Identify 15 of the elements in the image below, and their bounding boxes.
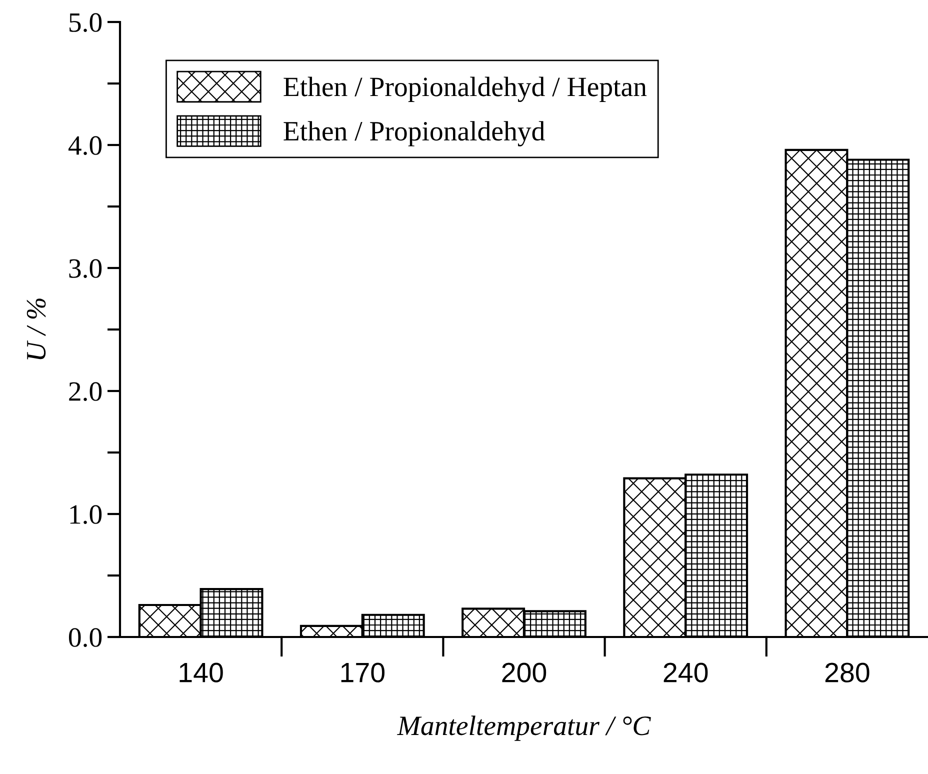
legend-label: Ethen / Propionaldehyd / Heptan [284,76,647,102]
x-tick-label: 140 [180,662,223,682]
y-tick-label: 3.0 [69,259,102,278]
x-tick-label: 280 [825,662,870,682]
y-tick-label: 4.0 [68,136,102,156]
y-tick-label: 1.0 [70,505,102,524]
x-tick-label: 200 [502,662,546,682]
x-axis-title: Manteltemperatur / °C [396,716,651,741]
y-tick-label: 2.0 [69,382,102,402]
y-tick-label: 0.0 [68,628,102,648]
y-axis-title: U / % [26,298,46,360]
y-tick-label: 5.0 [70,13,102,32]
x-tick-label: 240 [664,662,708,682]
x-tick-label: 170 [341,662,384,682]
legend-label: Ethen / Propionaldehyd [284,121,545,146]
